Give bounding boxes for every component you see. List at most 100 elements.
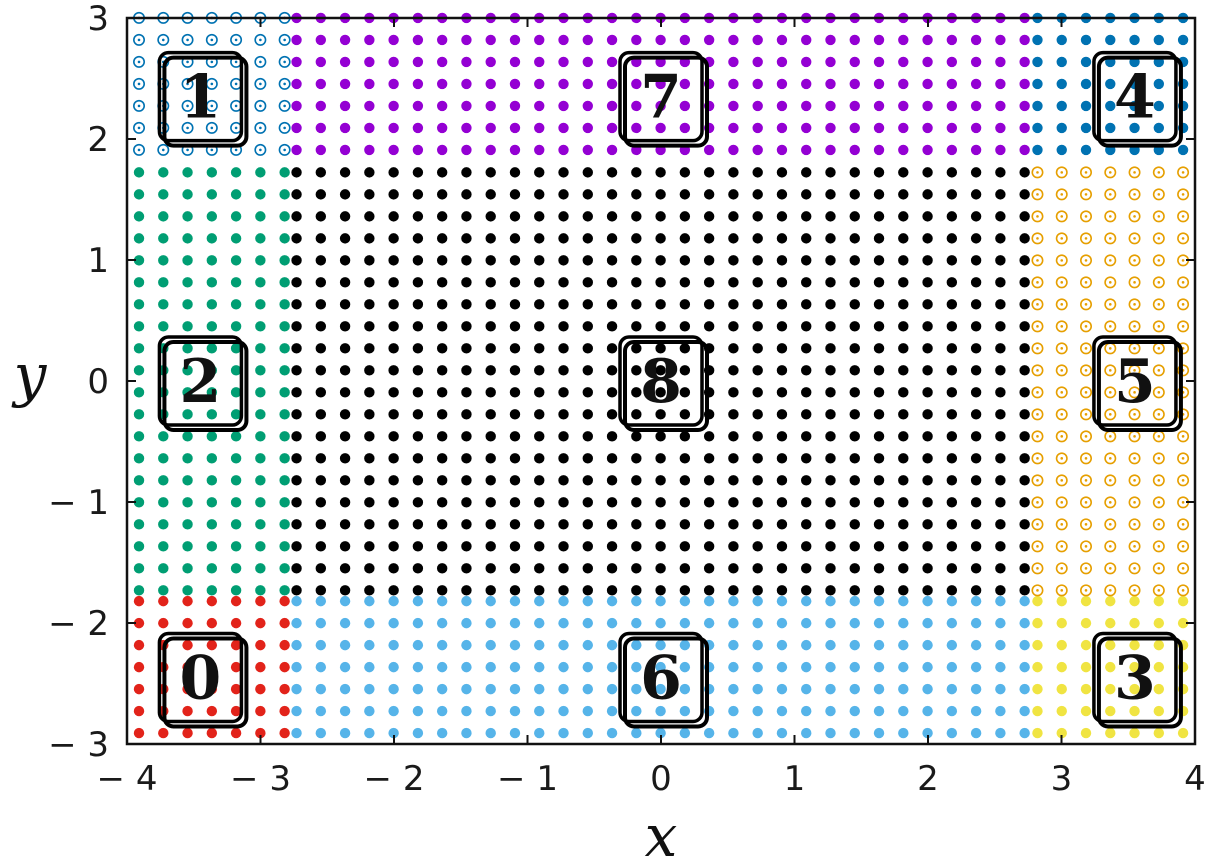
data-point bbox=[1080, 584, 1093, 597]
data-point bbox=[752, 661, 763, 673]
data-point bbox=[1104, 210, 1117, 223]
data-point-center bbox=[1133, 325, 1136, 328]
data-point bbox=[1177, 408, 1190, 421]
data-point-center bbox=[1084, 193, 1088, 196]
data-point bbox=[776, 122, 788, 134]
data-point bbox=[230, 211, 242, 222]
data-point bbox=[1177, 452, 1190, 465]
data-point bbox=[970, 639, 982, 651]
data-point bbox=[922, 541, 933, 552]
data-point bbox=[1031, 430, 1044, 443]
data-point bbox=[1153, 34, 1165, 46]
data-point bbox=[1080, 386, 1093, 399]
data-point bbox=[315, 387, 327, 398]
data-point bbox=[873, 233, 885, 244]
data-point bbox=[509, 122, 521, 134]
data-point-center bbox=[137, 148, 141, 152]
data-point bbox=[873, 585, 885, 596]
data-point bbox=[655, 563, 666, 574]
data-point bbox=[873, 541, 885, 552]
data-point bbox=[582, 211, 593, 222]
data-point bbox=[776, 34, 788, 46]
data-point bbox=[485, 387, 496, 398]
data-point bbox=[315, 233, 327, 244]
data-point bbox=[388, 277, 399, 288]
data-point-center bbox=[1181, 523, 1185, 526]
data-point bbox=[655, 475, 666, 486]
data-point bbox=[873, 639, 885, 651]
data-point bbox=[1129, 683, 1140, 695]
data-point bbox=[254, 33, 267, 46]
data-point bbox=[412, 299, 424, 310]
data-point bbox=[728, 519, 739, 530]
data-point bbox=[825, 233, 836, 244]
data-point bbox=[655, 727, 666, 739]
region-label: 0 bbox=[180, 643, 222, 713]
data-point bbox=[1019, 100, 1030, 112]
data-point bbox=[182, 585, 193, 596]
data-point bbox=[1153, 705, 1165, 717]
label-box-shadow bbox=[623, 340, 709, 432]
data-point bbox=[679, 233, 691, 244]
data-point bbox=[703, 727, 715, 739]
data-point bbox=[230, 617, 242, 629]
data-point bbox=[291, 78, 302, 90]
data-point bbox=[728, 497, 739, 508]
data-point bbox=[801, 683, 812, 695]
data-point bbox=[801, 387, 812, 398]
data-point bbox=[1104, 408, 1117, 421]
data-point bbox=[509, 585, 521, 596]
data-point bbox=[133, 233, 145, 244]
data-point bbox=[436, 321, 448, 332]
data-point bbox=[631, 299, 642, 310]
data-point bbox=[946, 617, 958, 629]
data-point bbox=[364, 595, 375, 607]
data-point bbox=[679, 585, 691, 596]
data-point bbox=[825, 144, 836, 156]
data-point bbox=[776, 255, 788, 266]
data-point-center bbox=[210, 82, 214, 86]
data-point bbox=[946, 497, 958, 508]
data-point bbox=[509, 144, 521, 156]
data-point bbox=[485, 122, 496, 134]
data-point bbox=[133, 639, 145, 651]
data-point bbox=[436, 453, 448, 464]
data-point bbox=[970, 365, 982, 376]
data-point bbox=[849, 705, 860, 717]
data-point bbox=[1128, 452, 1141, 465]
data-point bbox=[558, 387, 569, 398]
data-point bbox=[1152, 562, 1165, 575]
data-point bbox=[485, 585, 496, 596]
data-point bbox=[1080, 276, 1093, 289]
data-point bbox=[315, 409, 327, 420]
data-point bbox=[801, 431, 812, 442]
data-point bbox=[412, 431, 424, 442]
data-point bbox=[849, 595, 860, 607]
data-point bbox=[364, 563, 375, 574]
region-label: 4 bbox=[1114, 63, 1156, 133]
data-point bbox=[388, 453, 399, 464]
data-point bbox=[1056, 639, 1067, 651]
data-point bbox=[412, 211, 424, 222]
data-point bbox=[461, 122, 472, 134]
data-point bbox=[631, 122, 642, 134]
data-point bbox=[873, 727, 885, 739]
data-point bbox=[922, 409, 933, 420]
x-tick-label: − 1 bbox=[497, 759, 558, 799]
data-point bbox=[922, 639, 933, 651]
data-point bbox=[1080, 342, 1093, 355]
data-point bbox=[158, 233, 169, 244]
data-point bbox=[995, 189, 1006, 200]
y-tick-label: 2 bbox=[87, 120, 109, 160]
data-point-center bbox=[283, 38, 286, 42]
data-point bbox=[461, 277, 472, 288]
data-point bbox=[946, 727, 958, 739]
data-point-center bbox=[1181, 325, 1185, 328]
data-point bbox=[606, 683, 618, 695]
data-point bbox=[158, 211, 169, 222]
data-point bbox=[1055, 562, 1068, 575]
data-point bbox=[558, 233, 569, 244]
data-point bbox=[995, 255, 1006, 266]
data-point bbox=[849, 144, 860, 156]
data-point bbox=[206, 409, 218, 420]
